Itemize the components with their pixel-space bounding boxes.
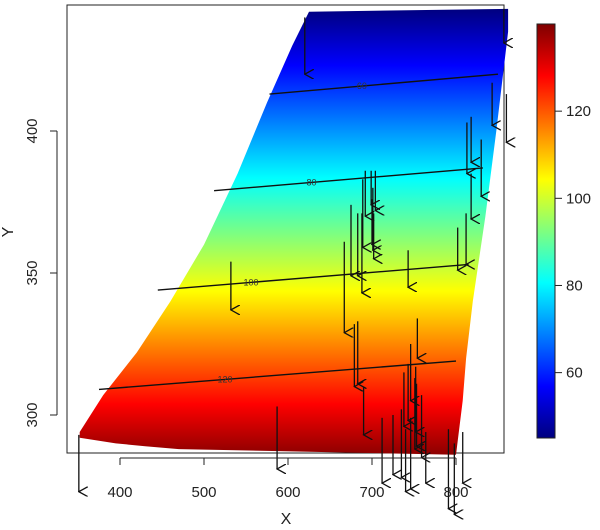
x-tick-label: 400 (107, 484, 132, 501)
contour-label: 120 (217, 374, 232, 384)
colorbar-tick-label: 80 (566, 277, 583, 294)
contour-line (157, 263, 469, 291)
contour-label: 100 (244, 277, 259, 287)
x-tick-label: 700 (359, 484, 384, 501)
x-tick-label: 500 (191, 484, 216, 501)
colorbar-tick-label: 120 (566, 103, 591, 120)
x-tick-label: 800 (443, 484, 468, 501)
y-tick-label: 400 (24, 118, 41, 143)
y-tick-label: 350 (24, 260, 41, 285)
heatmap-field (79, 8, 509, 455)
y-axis: 300 350 400 (24, 118, 58, 428)
colorbar-fill (536, 23, 556, 439)
contour-lines: 60 80 100 120 (98, 73, 499, 391)
contour-label: 60 (357, 81, 367, 91)
colorbar-tick-label: 60 (566, 365, 583, 382)
vector-arrows (79, 8, 507, 515)
x-tick-label: 600 (275, 484, 300, 501)
colorbar: 60 80 100 120 (536, 23, 591, 439)
colorbar-tick-label: 100 (566, 190, 591, 207)
contour-line (98, 360, 457, 391)
y-tick-label: 300 (24, 402, 41, 427)
x-axis: 400 500 600 700 800 (107, 457, 469, 501)
contour-line (214, 167, 483, 192)
x-axis-title: X (281, 511, 292, 528)
heatmap-surface (79, 8, 509, 455)
plot-frame (66, 4, 505, 454)
y-axis-title: Y (0, 226, 17, 237)
contour-line (269, 73, 499, 95)
colorbar-ticks: 60 80 100 120 (555, 103, 591, 382)
contour-label: 80 (307, 177, 317, 187)
